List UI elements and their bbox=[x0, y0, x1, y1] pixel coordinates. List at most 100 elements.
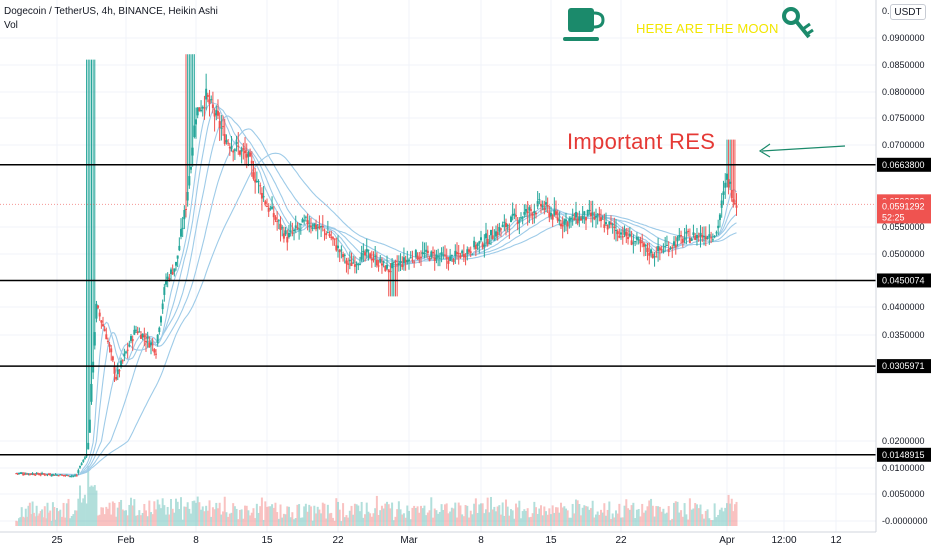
candle-body bbox=[655, 256, 658, 258]
volume-bar bbox=[301, 517, 304, 526]
candle-body bbox=[374, 255, 377, 258]
candle-body bbox=[267, 207, 270, 212]
candle-body bbox=[416, 255, 419, 260]
candle-body bbox=[380, 263, 383, 266]
volume-bar bbox=[337, 501, 339, 526]
volume-bar bbox=[22, 516, 25, 526]
candle-body bbox=[342, 254, 345, 258]
volume-bar bbox=[697, 508, 700, 526]
volume-bar bbox=[35, 505, 38, 526]
candle-body bbox=[421, 252, 424, 255]
candle-body bbox=[570, 217, 572, 220]
volume-bar bbox=[556, 507, 559, 526]
volume-bar bbox=[264, 501, 267, 526]
candle-body bbox=[321, 225, 324, 228]
candle-body bbox=[565, 219, 567, 222]
volume-bar bbox=[293, 519, 296, 526]
volume-bar bbox=[18, 518, 20, 526]
volume-bar bbox=[480, 503, 482, 526]
volume-bar bbox=[205, 505, 208, 526]
candle-body bbox=[88, 419, 91, 433]
volume-bar bbox=[161, 498, 164, 526]
volume-bar bbox=[711, 520, 714, 526]
symbol-title: Dogecoin / TetherUS, 4h, BINANCE, Heikin… bbox=[4, 6, 218, 17]
candle-body bbox=[131, 338, 134, 342]
volume-bar bbox=[657, 506, 660, 526]
volume-bar bbox=[166, 506, 169, 526]
candle-body bbox=[16, 473, 19, 475]
volume-bar bbox=[726, 503, 728, 526]
volume-bar bbox=[414, 508, 417, 526]
volume-bar bbox=[333, 520, 336, 526]
volume-bar bbox=[133, 499, 136, 526]
volume-bar bbox=[262, 519, 265, 526]
candle-body bbox=[220, 127, 223, 129]
candle-body bbox=[303, 220, 306, 222]
candle-body bbox=[526, 211, 529, 214]
volume-bar bbox=[444, 504, 446, 526]
volume-bar bbox=[348, 510, 351, 526]
candle-body bbox=[140, 334, 142, 339]
volume-bar bbox=[596, 511, 599, 526]
candle-body bbox=[372, 259, 375, 261]
volume-bar bbox=[625, 499, 628, 526]
volume-bar bbox=[399, 509, 402, 526]
volume-bar bbox=[478, 504, 481, 526]
candle-body bbox=[664, 246, 667, 248]
volume-bar bbox=[110, 514, 113, 526]
currency-selector[interactable]: USDT bbox=[890, 4, 926, 20]
candle-body bbox=[545, 202, 547, 205]
volume-bar bbox=[178, 509, 181, 526]
volume-bar bbox=[153, 501, 156, 526]
volume-bar bbox=[485, 509, 487, 526]
volume-bar bbox=[255, 503, 258, 526]
volume-bar bbox=[495, 511, 497, 526]
volume-bar bbox=[213, 509, 216, 526]
candle-body bbox=[435, 254, 438, 260]
candle-body bbox=[377, 265, 380, 267]
candle-body bbox=[128, 344, 131, 347]
candle-body bbox=[181, 227, 184, 229]
candle-body bbox=[213, 113, 216, 117]
candle-body bbox=[553, 209, 556, 215]
volume-bar bbox=[267, 506, 270, 526]
volume-bar bbox=[203, 511, 206, 526]
volume-bar bbox=[106, 508, 109, 526]
candle-body bbox=[357, 264, 360, 266]
volume-bar bbox=[151, 514, 154, 526]
candle-body bbox=[259, 185, 262, 187]
volume-bar bbox=[703, 518, 706, 526]
volume-bar bbox=[16, 521, 19, 526]
volume-bar bbox=[69, 518, 72, 526]
candle-body bbox=[22, 473, 25, 475]
candle-body bbox=[223, 134, 226, 144]
volume-bar bbox=[195, 502, 197, 526]
candle-body bbox=[444, 254, 446, 256]
volume-bar bbox=[678, 512, 681, 526]
candle-body bbox=[31, 473, 34, 475]
candle-body bbox=[106, 340, 109, 342]
time-tick-label: 8 bbox=[193, 535, 199, 546]
candle-body bbox=[485, 233, 487, 239]
candle-body bbox=[316, 227, 319, 229]
candle-body bbox=[543, 208, 546, 211]
candle-body bbox=[15, 473, 18, 475]
candle-body bbox=[126, 349, 129, 351]
candle-body bbox=[720, 200, 723, 208]
volume-bar bbox=[227, 516, 230, 526]
volume-bar bbox=[586, 506, 589, 526]
candle-body bbox=[250, 160, 253, 164]
candle-body bbox=[382, 261, 385, 263]
volume-bar bbox=[173, 512, 176, 526]
candle-body bbox=[414, 250, 417, 257]
candle-body bbox=[394, 261, 397, 263]
volume-bar bbox=[80, 502, 83, 526]
volume-bar bbox=[357, 505, 360, 526]
candle-body bbox=[51, 474, 54, 476]
candle-body bbox=[687, 230, 690, 232]
volume-bar bbox=[531, 513, 534, 526]
volume-bar bbox=[651, 505, 654, 526]
candle-body bbox=[635, 236, 638, 240]
candle-body bbox=[442, 254, 445, 256]
